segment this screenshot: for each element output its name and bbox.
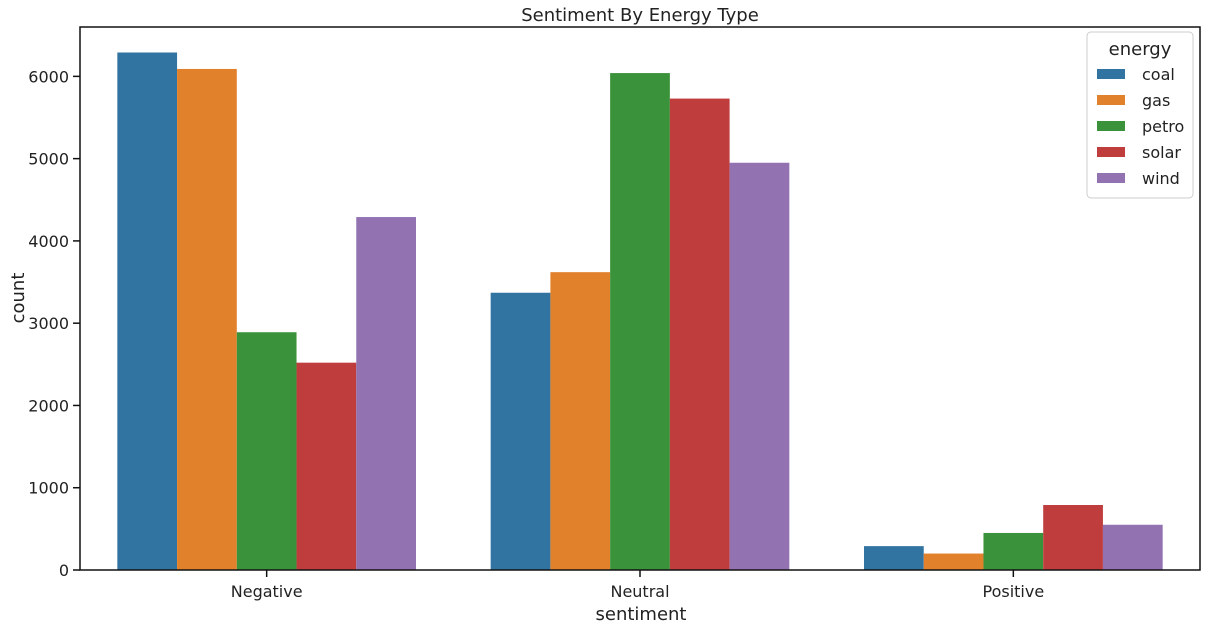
legend-swatch-gas: [1097, 95, 1125, 105]
y-axis: 0 1000 2000 3000 4000 5000 6000: [28, 67, 80, 580]
legend-items: coal gas petro solar wind: [1097, 65, 1184, 188]
x-tick-label-positive: Positive: [982, 582, 1044, 601]
bar-solar-neutral: [669, 98, 730, 570]
bar-coal-neutral: [490, 292, 551, 570]
y-axis-title: count: [8, 273, 29, 324]
legend: energy coal gas petro solar wind: [1086, 31, 1194, 199]
bar-wind-positive: [1102, 524, 1163, 570]
legend-title: energy: [1109, 39, 1172, 60]
bar-coal-positive: [864, 546, 924, 570]
bar-wind-neutral: [729, 162, 790, 570]
legend-label-solar: solar: [1142, 143, 1181, 162]
y-tick-label: 5000: [28, 150, 69, 169]
bar-gas-negative: [177, 68, 237, 570]
bars-group: [117, 52, 1163, 571]
x-axis-title: sentiment: [596, 604, 687, 625]
y-tick-label: 6000: [28, 67, 69, 86]
legend-label-wind: wind: [1142, 169, 1180, 188]
legend-swatch-wind: [1097, 173, 1125, 183]
legend-label-petro: petro: [1142, 117, 1184, 136]
y-tick-label: 0: [59, 561, 69, 580]
bar-gas-positive: [923, 553, 984, 570]
bar-petro-neutral: [610, 73, 670, 570]
legend-swatch-coal: [1097, 69, 1125, 79]
bar-coal-negative: [117, 52, 178, 571]
bar-solar-positive: [1043, 505, 1103, 570]
legend-swatch-solar: [1097, 147, 1125, 157]
legend-swatch-petro: [1097, 121, 1125, 131]
bar-petro-negative: [236, 332, 297, 570]
legend-label-gas: gas: [1142, 91, 1170, 110]
chart-title: Sentiment By Energy Type: [521, 5, 759, 26]
y-tick-label: 1000: [28, 479, 69, 498]
x-tick-label-negative: Negative: [231, 582, 303, 601]
y-tick-label: 4000: [28, 232, 69, 251]
bar-petro-positive: [983, 532, 1044, 570]
bar-gas-neutral: [550, 272, 611, 570]
bar-solar-negative: [296, 362, 357, 570]
x-tick-label-neutral: Neutral: [610, 582, 669, 601]
bar-wind-negative: [356, 217, 416, 571]
plot-frame: [79, 26, 1201, 571]
y-tick-label: 2000: [28, 396, 69, 415]
legend-label-coal: coal: [1142, 65, 1175, 84]
x-axis: Negative Neutral Positive: [231, 570, 1044, 601]
y-tick-label: 3000: [28, 314, 69, 333]
